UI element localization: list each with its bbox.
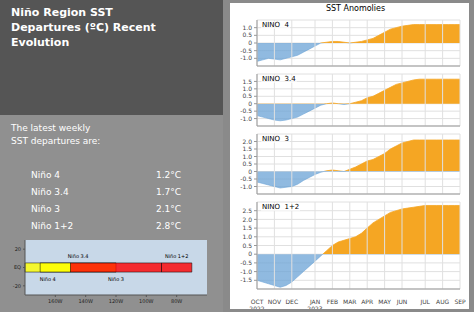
svg-text:0.5: 0.5	[242, 31, 252, 38]
svg-text:DEC: DEC	[285, 298, 298, 305]
svg-text:0: 0	[248, 39, 252, 46]
svg-text:MAY: MAY	[378, 298, 391, 305]
svg-text:20: 20	[15, 246, 21, 252]
svg-text:JAN2023: JAN2023	[307, 298, 322, 309]
svg-text:SEP: SEP	[454, 298, 466, 305]
svg-text:2.0: 2.0	[242, 216, 252, 223]
html-text:1.7°C: 1.7°C	[156, 187, 182, 197]
svg-text:Niño 3: Niño 3	[108, 276, 124, 282]
svg-text:140W: 140W	[78, 298, 93, 304]
svg-text:1.0: 1.0	[242, 24, 252, 31]
svg-text:0.5: 0.5	[242, 242, 252, 249]
svg-text:100W: 100W	[139, 298, 154, 304]
svg-text:1.5: 1.5	[242, 145, 252, 152]
html-text:NINO 1+2: NINO 1+2	[262, 203, 300, 211]
svg-text:120W: 120W	[109, 298, 124, 304]
svg-text:2.5: 2.5	[242, 207, 252, 214]
svg-text:80W: 80W	[171, 298, 182, 304]
svg-text:Niño 3.4: Niño 3.4	[68, 253, 89, 259]
svg-text:Niño 1+2: Niño 1+2	[165, 253, 189, 259]
svg-text:0.5: 0.5	[242, 92, 252, 99]
svg-text:0: 0	[248, 250, 252, 257]
svg-text:2.0: 2.0	[242, 138, 252, 145]
svg-text:1.5: 1.5	[242, 224, 252, 231]
svg-text:Niño 4: Niño 4	[40, 276, 56, 282]
svg-text:AUG: AUG	[436, 298, 449, 305]
svg-text:160W: 160W	[48, 298, 63, 304]
svg-text:-1.0: -1.0	[240, 54, 252, 61]
svg-text:1.0: 1.0	[242, 153, 252, 160]
svg-text:0: 0	[248, 100, 252, 107]
svg-text:JUL: JUL	[419, 298, 430, 306]
html-text:1.2°C: 1.2°C	[156, 170, 182, 180]
html-text:NINO 3.4: NINO 3.4	[262, 75, 296, 83]
svg-text:-0.5: -0.5	[240, 259, 252, 266]
svg-text:EQ: EQ	[14, 264, 21, 270]
svg-text:OCT2022: OCT2022	[249, 298, 264, 309]
html-text:Niño 3: Niño 3	[31, 204, 60, 214]
html-text:Niño Region SST Departures (ºC: Niño Region SST Departures (ºC) Recent E…	[11, 6, 156, 49]
svg-text:1.5: 1.5	[242, 78, 252, 85]
html-text:Niño 3.4: Niño 3.4	[31, 187, 69, 197]
svg-text:-1.0: -1.0	[240, 183, 252, 190]
svg-text:-0.5: -0.5	[240, 47, 252, 54]
svg-text:-20: -20	[13, 283, 21, 289]
svg-text:1.0: 1.0	[242, 233, 252, 240]
svg-text:FEB: FEB	[327, 298, 338, 305]
html-text:Niño 4: Niño 4	[31, 170, 60, 180]
html-text:The latest weekly SST departur: The latest weekly SST departures are:	[11, 123, 101, 146]
html-text:2.8°C: 2.8°C	[156, 221, 182, 231]
svg-text:JUN: JUN	[396, 298, 408, 306]
svg-text:1.0: 1.0	[242, 85, 252, 92]
svg-text:-1.0: -1.0	[240, 115, 252, 122]
svg-text:-1.0: -1.0	[240, 268, 252, 275]
svg-text:NOV: NOV	[268, 298, 282, 305]
html-text:SST Anomolies: SST Anomolies	[325, 4, 386, 13]
svg-text:-1.5: -1.5	[240, 276, 252, 283]
svg-text:-0.5: -0.5	[240, 175, 252, 182]
svg-text:0: 0	[248, 168, 252, 175]
svg-text:APR: APR	[361, 298, 373, 305]
svg-text:MAR: MAR	[343, 298, 356, 305]
html-text:NINO 3: NINO 3	[262, 135, 289, 143]
svg-text:-0.5: -0.5	[240, 107, 252, 114]
html-text:2.1°C: 2.1°C	[156, 204, 182, 214]
svg-text:0.5: 0.5	[242, 160, 252, 167]
html-text:NINO 4: NINO 4	[262, 21, 289, 29]
html-text:Niño 1+2: Niño 1+2	[31, 221, 74, 231]
